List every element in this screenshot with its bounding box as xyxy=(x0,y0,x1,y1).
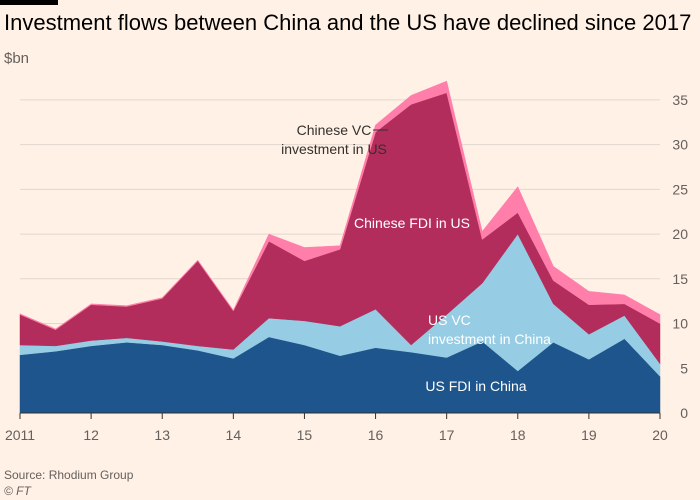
x-tick-label: 12 xyxy=(83,427,99,443)
unit-label: $bn xyxy=(4,50,30,67)
annotation-label: US VC xyxy=(428,312,471,328)
source-note: Source: Rhodium Group xyxy=(4,468,134,482)
annotation-label: investment in US xyxy=(281,141,387,157)
annotation-label: investment in China xyxy=(428,331,551,347)
annotation-label: Chinese FDI in US xyxy=(354,215,470,231)
chart-title: Investment flows between China and the U… xyxy=(4,10,692,35)
y-tick-label: 10 xyxy=(672,316,688,332)
x-tick-label: 2011 xyxy=(5,427,35,443)
x-tick-label: 14 xyxy=(226,427,242,443)
y-tick-label: 5 xyxy=(680,360,688,376)
area-series xyxy=(19,80,661,331)
x-tick-label: 16 xyxy=(368,427,384,443)
x-tick-label: 20 xyxy=(652,427,668,443)
x-tick-label: 15 xyxy=(297,427,313,443)
credit-note: © FT xyxy=(4,484,31,498)
annotation-label: Chinese VC xyxy=(297,122,372,138)
x-tick-label: 17 xyxy=(439,427,455,443)
y-tick-label: 20 xyxy=(672,226,688,242)
y-tick-label: 35 xyxy=(672,92,688,108)
x-tick-label: 18 xyxy=(510,427,526,443)
annotation-label: US FDI in China xyxy=(425,378,526,394)
brand-bar xyxy=(0,0,58,5)
y-tick-label: 15 xyxy=(672,271,688,287)
y-tick-label: 25 xyxy=(672,181,688,197)
x-tick-label: 13 xyxy=(154,427,170,443)
y-tick-label: 30 xyxy=(672,137,688,153)
y-tick-label: 0 xyxy=(680,405,688,421)
x-tick-label: 19 xyxy=(581,427,597,443)
